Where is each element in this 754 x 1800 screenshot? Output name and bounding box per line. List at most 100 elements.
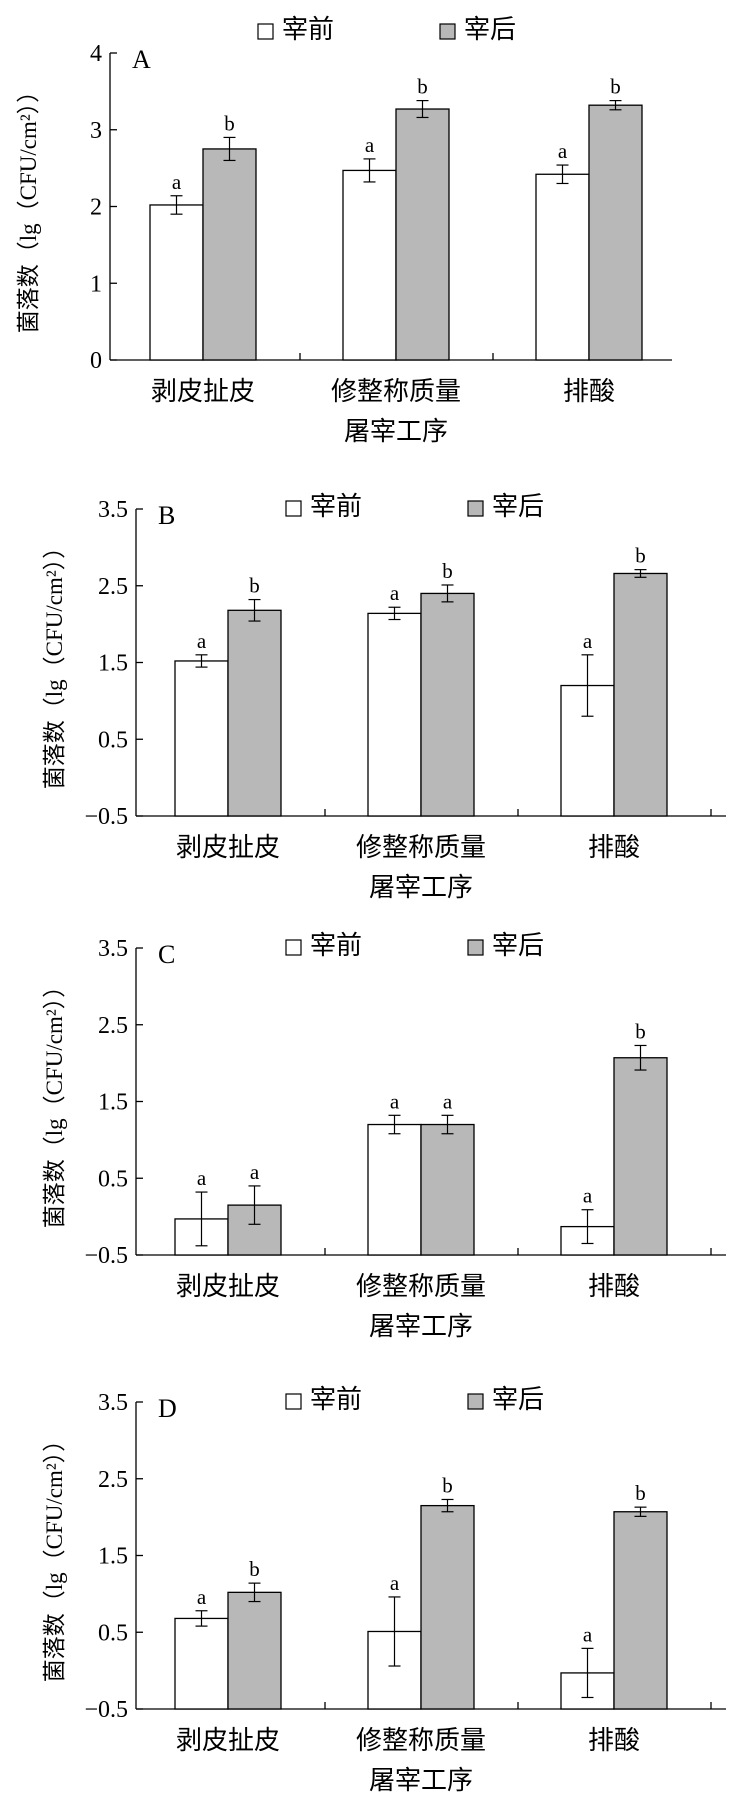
y-tick-label: 0.5 xyxy=(98,727,128,753)
significance-letter: b xyxy=(635,1019,646,1043)
y-tick-label: 2.5 xyxy=(98,574,128,600)
legend-label: 宰前 xyxy=(310,492,362,521)
y-axis-title: 菌落数（lg（CFU/cm²）） xyxy=(42,536,67,790)
legend-label: 宰前 xyxy=(310,1385,362,1414)
legend-label: 宰后 xyxy=(464,15,516,44)
significance-letter: a xyxy=(197,1585,207,1609)
bar-after xyxy=(588,104,643,361)
y-tick-label: 1.5 xyxy=(98,1544,128,1570)
legend-swatch xyxy=(439,23,456,40)
y-tick-label: 2.5 xyxy=(98,1013,128,1039)
significance-letter: b xyxy=(442,559,453,583)
significance-letter: a xyxy=(390,1089,400,1113)
bar-before xyxy=(174,660,229,817)
legend-label: 宰前 xyxy=(282,15,334,44)
bar-after xyxy=(420,1123,475,1256)
bar-after xyxy=(227,1591,282,1710)
y-tick-label: 0.5 xyxy=(98,1620,128,1646)
significance-letter: a xyxy=(583,1184,593,1208)
bar-before xyxy=(367,1123,422,1256)
bar-before xyxy=(367,612,422,817)
legend-swatch xyxy=(285,1393,302,1410)
x-tick-label: 修整称质量 xyxy=(356,833,486,862)
legend-label: 宰后 xyxy=(492,931,544,960)
significance-letter: b xyxy=(249,574,260,598)
significance-letter: a xyxy=(172,170,182,194)
x-tick-label: 剥皮扯皮 xyxy=(176,1272,280,1301)
legend-label: 宰后 xyxy=(492,492,544,521)
y-tick-label: 0 xyxy=(90,348,102,374)
significance-letter: a xyxy=(583,629,593,653)
legend-label: 宰前 xyxy=(310,931,362,960)
significance-letter: a xyxy=(583,1622,593,1646)
y-tick-label: 2.5 xyxy=(98,1467,128,1493)
significance-letter: b xyxy=(249,1557,260,1581)
y-tick-label: 3 xyxy=(90,118,102,144)
significance-letter: b xyxy=(635,1481,646,1505)
y-tick-label: 0.5 xyxy=(98,1166,128,1192)
bar-before xyxy=(149,204,204,361)
bar-after xyxy=(227,609,282,817)
x-tick-label: 修整称质量 xyxy=(331,377,461,406)
significance-letter: a xyxy=(558,139,568,163)
legend-label: 宰后 xyxy=(492,1385,544,1414)
significance-letter: b xyxy=(610,75,621,99)
y-tick-label: 3.5 xyxy=(98,497,128,523)
y-tick-label: 1 xyxy=(90,271,102,297)
y-tick-label: −0.5 xyxy=(84,1697,128,1723)
legend-swatch xyxy=(467,939,484,956)
x-axis-title: 屠宰工序 xyxy=(369,1766,473,1795)
y-tick-label: 3.5 xyxy=(98,936,128,962)
significance-letter: a xyxy=(390,1571,400,1595)
significance-letter: a xyxy=(365,133,375,157)
y-tick-label: 3.5 xyxy=(98,1390,128,1416)
y-axis-title: 菌落数（lg（CFU/cm²）） xyxy=(42,1429,67,1683)
bar-after xyxy=(613,572,668,817)
significance-letter: a xyxy=(443,1089,453,1113)
panel-label: D xyxy=(158,1394,177,1423)
bar-after xyxy=(202,148,257,361)
x-axis-title: 屠宰工序 xyxy=(369,1312,473,1341)
x-axis-title: 屠宰工序 xyxy=(369,873,473,902)
significance-letter: a xyxy=(390,581,400,605)
bar-before xyxy=(342,169,397,361)
x-tick-label: 排酸 xyxy=(588,1272,640,1301)
significance-letter: a xyxy=(197,629,207,653)
legend-swatch xyxy=(467,1393,484,1410)
panel-label: B xyxy=(158,501,175,530)
x-tick-label: 剥皮扯皮 xyxy=(151,377,255,406)
significance-letter: a xyxy=(250,1160,260,1184)
x-tick-label: 排酸 xyxy=(588,833,640,862)
legend-swatch xyxy=(285,500,302,517)
significance-letter: b xyxy=(635,544,646,568)
y-tick-label: 1.5 xyxy=(98,1090,128,1116)
x-tick-label: 排酸 xyxy=(588,1726,640,1755)
bar-after xyxy=(613,1057,668,1256)
bar-after xyxy=(420,1504,475,1710)
panel-label: C xyxy=(158,940,175,969)
significance-letter: b xyxy=(442,1473,453,1497)
y-tick-label: 1.5 xyxy=(98,651,128,677)
x-tick-label: 剥皮扯皮 xyxy=(176,833,280,862)
bar-after xyxy=(420,592,475,817)
bar-before xyxy=(174,1617,229,1710)
panel-label: A xyxy=(132,45,151,74)
x-axis-title: 屠宰工序 xyxy=(344,417,448,446)
bar-after xyxy=(395,108,450,361)
significance-letter: b xyxy=(417,75,428,99)
bar-after xyxy=(613,1511,668,1710)
significance-letter: b xyxy=(224,111,235,135)
y-axis-title: 菌落数（lg（CFU/cm²）） xyxy=(42,975,67,1229)
x-tick-label: 修整称质量 xyxy=(356,1726,486,1755)
bar-before xyxy=(535,173,590,361)
x-tick-label: 修整称质量 xyxy=(356,1272,486,1301)
legend-swatch xyxy=(285,939,302,956)
y-tick-label: −0.5 xyxy=(84,804,128,830)
x-tick-label: 排酸 xyxy=(563,377,615,406)
y-tick-label: 4 xyxy=(90,41,102,67)
